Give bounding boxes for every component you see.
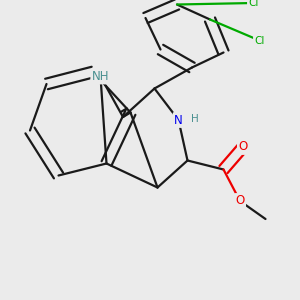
Text: O: O — [238, 140, 247, 154]
Text: Cl: Cl — [248, 0, 259, 8]
Text: H: H — [191, 113, 199, 124]
Text: Cl: Cl — [254, 35, 265, 46]
Text: O: O — [236, 194, 244, 208]
Text: NH: NH — [92, 70, 109, 83]
Text: N: N — [174, 113, 183, 127]
